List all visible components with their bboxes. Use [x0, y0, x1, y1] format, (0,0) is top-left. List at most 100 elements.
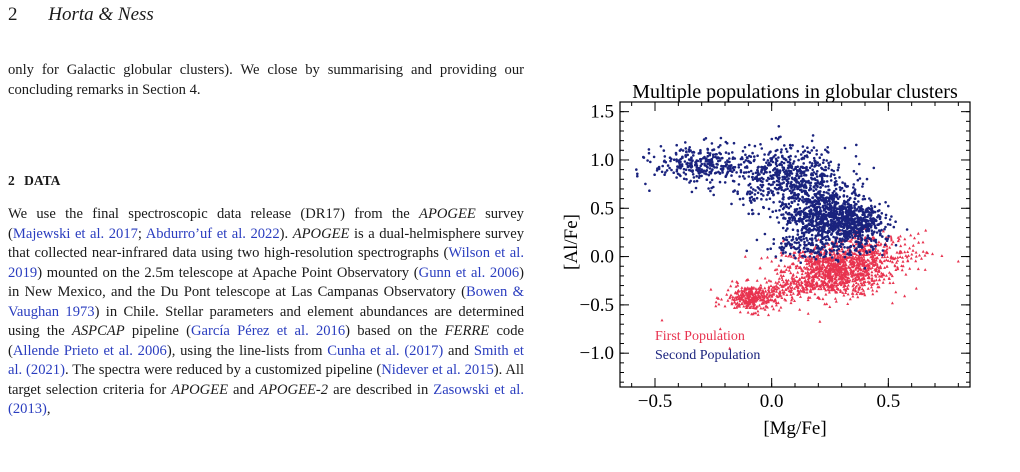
second-population-point [836, 197, 840, 201]
second-population-point [786, 160, 790, 164]
second-population-point [854, 234, 857, 237]
first-population-point [856, 290, 860, 294]
second-population-point [730, 174, 733, 177]
second-population-point [776, 191, 780, 195]
first-population-point [845, 269, 848, 273]
citation-link[interactable]: García Pérez et al. 2016 [191, 323, 346, 339]
second-population-point [778, 200, 781, 203]
first-population-point [846, 255, 850, 259]
second-population-point [711, 168, 714, 171]
second-population-point [816, 215, 820, 219]
first-population-point [840, 272, 844, 276]
first-population-point [854, 267, 857, 271]
citation-link[interactable]: Majewski et al. 2017 [12, 225, 138, 242]
second-population-point [835, 183, 839, 186]
citation-link[interactable]: Smith et al. (2021) [8, 342, 524, 379]
body-text: code ( [8, 323, 524, 359]
second-population-point [816, 227, 819, 230]
second-population-point [760, 185, 764, 189]
second-population-point [861, 234, 864, 237]
citation-link[interactable]: Bowen & Vaughan 1973 [8, 284, 524, 320]
first-population-point [767, 288, 770, 291]
second-population-point [725, 142, 729, 145]
second-population-point [695, 179, 699, 183]
first-population-point [782, 292, 786, 296]
second-population-point [760, 197, 763, 201]
first-population-point [826, 259, 830, 263]
first-population-point [765, 292, 769, 296]
first-population-point [819, 250, 823, 254]
first-population-point [884, 258, 888, 262]
second-population-point [863, 197, 867, 201]
first-population-point [770, 294, 774, 297]
citation-link[interactable]: Gunn et al. 2006 [418, 264, 520, 281]
second-population-point [815, 202, 819, 205]
legend-first-population: First Population [655, 329, 745, 344]
first-population-point [812, 279, 815, 282]
second-population-point [744, 153, 747, 157]
first-population-point [801, 285, 805, 289]
second-population-point [823, 224, 827, 227]
first-population-point [790, 298, 793, 302]
citation-link[interactable]: Zasowski et al. (2013) [8, 381, 524, 418]
first-population-point [836, 283, 840, 286]
first-population-point [852, 263, 856, 266]
second-population-point [828, 208, 831, 211]
first-population-point [911, 243, 915, 247]
second-population-point [649, 160, 652, 164]
second-population-point [862, 194, 865, 198]
first-population-point [825, 264, 829, 268]
second-population-point [822, 221, 825, 225]
second-population-point [828, 230, 831, 233]
second-population-point [811, 204, 815, 207]
first-population-point [846, 283, 850, 287]
first-population-point [776, 301, 780, 305]
first-population-point [718, 327, 722, 331]
citation-link[interactable]: Abdurro’uf et al. 2022 [145, 225, 280, 242]
second-population-point [811, 250, 814, 253]
first-population-point [916, 231, 920, 235]
second-population-point [880, 212, 884, 215]
first-population-point [774, 301, 778, 304]
first-population-point [769, 284, 773, 287]
first-population-point [835, 271, 839, 274]
body-text: ), using the line-lists from [166, 342, 328, 359]
first-population-point [841, 291, 845, 294]
second-population-point [684, 141, 687, 144]
second-population-point [866, 226, 870, 230]
first-population-point [760, 293, 764, 297]
second-population-point [824, 230, 827, 234]
first-population-point [814, 260, 818, 264]
second-population-point [813, 185, 816, 188]
second-population-point [726, 170, 730, 173]
second-population-point [797, 241, 801, 244]
second-population-point [811, 162, 814, 165]
first-population-point [860, 283, 864, 286]
first-population-point [756, 309, 760, 313]
second-population-point [852, 200, 856, 204]
citation-link[interactable]: Nidever et al. 2015 [381, 362, 494, 378]
second-population-point [660, 170, 664, 174]
citation-link[interactable]: Cunha et al. (2017) [327, 342, 444, 359]
second-population-point [829, 204, 833, 208]
first-population-point [777, 308, 781, 312]
second-population-point [869, 199, 873, 202]
second-population-point [778, 171, 782, 175]
first-population-point [903, 237, 907, 241]
first-population-point [870, 285, 873, 289]
first-population-point [866, 258, 869, 262]
citation-link[interactable]: Wilson et al. 2019 [8, 245, 524, 281]
citation-link[interactable]: Allende Prieto et al. 2006 [12, 342, 167, 359]
second-population-point [749, 200, 753, 203]
first-population-point [900, 264, 904, 267]
second-population-point [766, 159, 770, 162]
first-population-point [730, 279, 734, 283]
first-population-point [921, 249, 925, 253]
first-population-point [863, 250, 867, 254]
second-population-point [819, 229, 822, 232]
second-population-point [636, 174, 639, 178]
second-population-point [868, 250, 872, 254]
second-population-point [857, 205, 861, 209]
first-population-point [825, 269, 829, 273]
second-population-point [795, 238, 799, 241]
